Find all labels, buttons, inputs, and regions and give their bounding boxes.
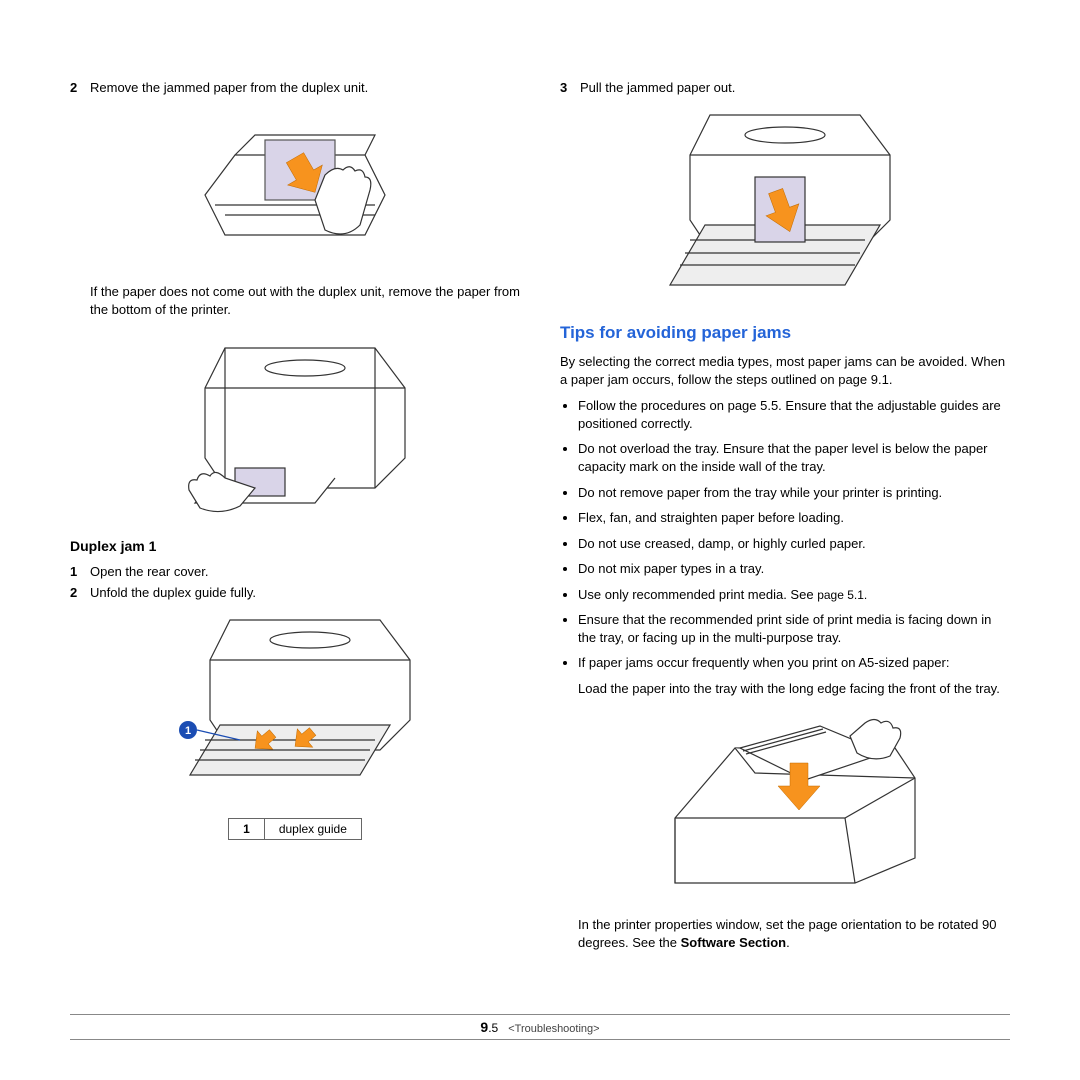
tip-item: Use only recommended print media. See pa… [578,586,1010,604]
a5-rotate-post: . [786,935,790,950]
software-section-ref: Software Section [681,935,786,950]
duplex-jam-heading: Duplex jam 1 [70,538,520,554]
tip-media-pre: Use only recommended print media. See [578,587,817,602]
illo-pull-paper [655,105,915,305]
step-number: 2 [70,80,90,95]
tip-item: Flex, fan, and straighten paper before l… [578,509,1010,527]
duplex-step-2: 2 Unfold the duplex guide fully. [70,585,520,600]
tip-item: Do not use creased, damp, or highly curl… [578,535,1010,553]
page-footer: 9.5 <Troubleshooting> [70,1014,1010,1040]
step-number: 2 [70,585,90,600]
tips-list: Follow the procedures on page 5.5. Ensur… [560,397,1010,672]
step-text: Unfold the duplex guide fully. [90,585,520,600]
step-text: Pull the jammed paper out. [580,80,1010,95]
duplex-note: If the paper does not come out with the … [90,283,520,318]
illo-tray-load [645,708,925,898]
a5-rotate-text: In the printer properties window, set th… [578,916,1010,952]
duplex-step-1: 1 Open the rear cover. [70,564,520,579]
step-2: 2 Remove the jammed paper from the duple… [70,80,520,95]
tips-heading: Tips for avoiding paper jams [560,323,1010,343]
tips-intro: By selecting the correct media types, mo… [560,353,1010,389]
tip-item: If paper jams occur frequently when you … [578,654,1010,672]
svg-text:1: 1 [185,725,191,737]
left-column: 2 Remove the jammed paper from the duple… [70,80,520,961]
tip-item: Do not remove paper from the tray while … [578,484,1010,502]
illo-duplex-remove [175,105,415,265]
manual-page: 2 Remove the jammed paper from the duple… [0,0,1080,1001]
illo-bottom-remove [165,328,425,518]
step-number: 3 [560,80,580,95]
illo-unfold-guide: 1 [150,610,440,800]
legend-num: 1 [229,819,265,840]
legend-table: 1 duplex guide [228,818,362,840]
footer-page: .5 [488,1021,498,1035]
step-number: 1 [70,564,90,579]
right-column: 3 Pull the jammed paper out. Tips for av… [560,80,1010,961]
step-3: 3 Pull the jammed paper out. [560,80,1010,95]
legend-label: duplex guide [264,819,361,840]
tip-item: Do not overload the tray. Ensure that th… [578,440,1010,475]
a5-load-text: Load the paper into the tray with the lo… [578,680,1010,698]
tip-item: Ensure that the recommended print side o… [578,611,1010,646]
footer-section: <Troubleshooting> [508,1023,599,1035]
tip-media-ref: page 5.1. [817,588,867,602]
tip-item: Follow the procedures on page 5.5. Ensur… [578,397,1010,432]
step-text: Remove the jammed paper from the duplex … [90,80,520,95]
step-text: Open the rear cover. [90,564,520,579]
tip-item: Do not mix paper types in a tray. [578,560,1010,578]
